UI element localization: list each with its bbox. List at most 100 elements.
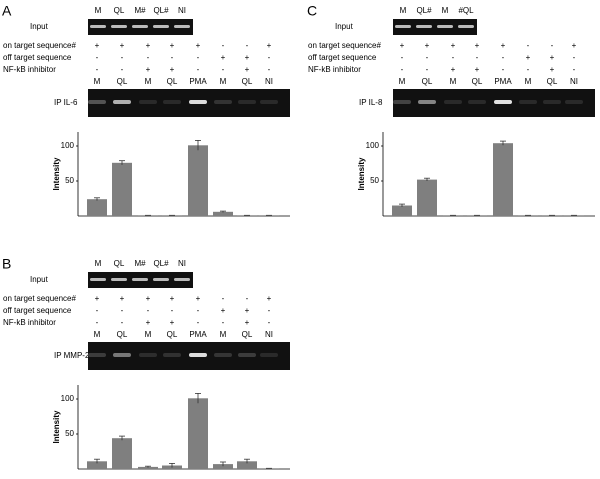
condition-mark: - bbox=[551, 41, 554, 50]
condition-mark: + bbox=[170, 318, 175, 327]
lane-label: QL bbox=[242, 330, 253, 339]
condition-mark: - bbox=[96, 306, 99, 315]
bar bbox=[112, 162, 132, 216]
condition-label: off target sequence bbox=[3, 53, 72, 62]
lane-label: PMA bbox=[189, 77, 207, 86]
lane-label: M bbox=[145, 330, 152, 339]
bar bbox=[138, 466, 158, 469]
ip-band bbox=[113, 353, 131, 357]
bar bbox=[112, 438, 132, 469]
bar bbox=[188, 145, 208, 216]
ip-band bbox=[189, 353, 207, 357]
input-lane-label: QL# bbox=[153, 6, 169, 15]
condition-mark: + bbox=[501, 41, 506, 50]
condition-mark: - bbox=[197, 306, 200, 315]
lane-label: QL bbox=[117, 330, 128, 339]
ip-band bbox=[444, 100, 462, 104]
condition-mark: + bbox=[170, 294, 175, 303]
condition-mark: - bbox=[197, 65, 200, 74]
condition-mark: - bbox=[171, 306, 174, 315]
lane-label: M bbox=[220, 330, 227, 339]
condition-mark: + bbox=[400, 41, 405, 50]
condition-mark: - bbox=[426, 65, 429, 74]
condition-mark: - bbox=[268, 318, 271, 327]
condition-mark: - bbox=[401, 53, 404, 62]
condition-mark: - bbox=[96, 53, 99, 62]
condition-mark: - bbox=[222, 65, 225, 74]
condition-label: NF-kB inhibitor bbox=[308, 65, 361, 74]
condition-label: on target sequence# bbox=[3, 41, 76, 50]
lane-label: M bbox=[525, 77, 532, 86]
panel-letter: B bbox=[2, 256, 11, 272]
lane-label: QL bbox=[547, 77, 558, 86]
y-tick-label: 100 bbox=[61, 394, 75, 403]
ip-band bbox=[214, 353, 232, 357]
condition-mark: - bbox=[222, 318, 225, 327]
input-lane-label: M bbox=[95, 259, 102, 268]
condition-label: off target sequence bbox=[308, 53, 377, 62]
bar bbox=[213, 211, 233, 216]
ip-band bbox=[260, 353, 278, 357]
input-lane-label: M bbox=[95, 6, 102, 15]
panel-letter: A bbox=[2, 3, 12, 19]
condition-mark: + bbox=[475, 41, 480, 50]
y-axis-label: Intensity bbox=[357, 157, 366, 190]
condition-mark: + bbox=[170, 65, 175, 74]
lane-label: M bbox=[94, 77, 101, 86]
condition-mark: + bbox=[526, 53, 531, 62]
y-tick-label: 50 bbox=[65, 176, 74, 185]
condition-mark: + bbox=[267, 294, 272, 303]
condition-mark: + bbox=[170, 41, 175, 50]
condition-mark: - bbox=[96, 318, 99, 327]
input-band bbox=[174, 25, 190, 28]
condition-mark: + bbox=[245, 65, 250, 74]
input-lane-label: M# bbox=[134, 6, 146, 15]
input-band bbox=[416, 25, 432, 28]
input-band bbox=[153, 278, 169, 281]
ip-band bbox=[238, 100, 256, 104]
ip-band bbox=[260, 100, 278, 104]
input-band bbox=[395, 25, 411, 28]
input-lane-label: NI bbox=[178, 6, 186, 15]
condition-mark: - bbox=[426, 53, 429, 62]
condition-mark: - bbox=[147, 53, 150, 62]
input-label: Input bbox=[30, 22, 49, 31]
input-lane-label: QL bbox=[114, 259, 125, 268]
condition-mark: - bbox=[96, 65, 99, 74]
condition-mark: - bbox=[171, 53, 174, 62]
ip-label: IP IL-6 bbox=[54, 98, 78, 107]
condition-label: off target sequence bbox=[3, 306, 72, 315]
condition-label: on target sequence# bbox=[3, 294, 76, 303]
bar bbox=[87, 461, 107, 469]
input-band bbox=[111, 278, 127, 281]
condition-mark: + bbox=[425, 41, 430, 50]
ip-band bbox=[88, 353, 106, 357]
lane-label: M bbox=[220, 77, 227, 86]
condition-mark: - bbox=[268, 306, 271, 315]
input-label: Input bbox=[335, 22, 354, 31]
ip-band bbox=[113, 100, 131, 104]
bar bbox=[188, 398, 208, 469]
condition-mark: - bbox=[268, 53, 271, 62]
ip-band bbox=[189, 100, 207, 104]
input-band bbox=[90, 25, 106, 28]
condition-mark: - bbox=[268, 65, 271, 74]
ip-band bbox=[214, 100, 232, 104]
condition-mark: + bbox=[146, 41, 151, 50]
ip-gel bbox=[393, 89, 595, 117]
ip-band bbox=[139, 100, 157, 104]
condition-mark: + bbox=[196, 41, 201, 50]
condition-mark: + bbox=[221, 53, 226, 62]
ip-band bbox=[494, 100, 512, 104]
input-gel bbox=[393, 19, 477, 35]
lane-label: QL bbox=[117, 77, 128, 86]
input-band bbox=[153, 25, 169, 28]
input-lane-label: M bbox=[442, 6, 449, 15]
condition-mark: - bbox=[573, 65, 576, 74]
condition-mark: - bbox=[147, 306, 150, 315]
y-tick-label: 50 bbox=[370, 176, 379, 185]
ip-band bbox=[543, 100, 561, 104]
bar bbox=[493, 143, 513, 216]
condition-label: NF-kB inhibitor bbox=[3, 65, 56, 74]
lane-label: PMA bbox=[189, 330, 207, 339]
